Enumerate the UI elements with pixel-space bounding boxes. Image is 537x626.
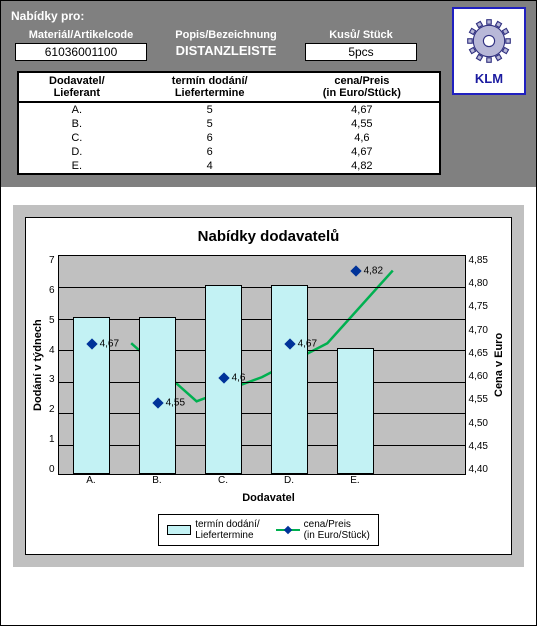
legend-bar-label: termín dodání/ Liefertermine	[195, 519, 259, 541]
legend-line: cena/Preis (in Euro/Stück)	[276, 519, 370, 541]
value-label: 4,82	[364, 265, 383, 276]
value-label: 4,67	[298, 339, 317, 350]
th-price: cena/Preis (in Euro/Stück)	[285, 73, 439, 102]
value-label: 4,55	[166, 397, 185, 408]
x-axis-label: Dodavatel	[30, 492, 507, 504]
qty-value: 5pcs	[305, 43, 417, 61]
cell-price: 4,82	[285, 159, 439, 173]
x-label: D.	[256, 475, 322, 486]
cell-supplier: C.	[19, 131, 135, 145]
table-row: E.44,82	[19, 159, 439, 173]
line-series	[59, 256, 465, 474]
legend-bar: termín dodání/ Liefertermine	[167, 519, 259, 541]
cell-supplier: A.	[19, 102, 135, 117]
table-row: B.54,55	[19, 117, 439, 131]
offers-title: Nabídky pro:	[11, 9, 526, 23]
logo-text: KLM	[475, 71, 503, 86]
bar	[271, 285, 307, 474]
suppliers-table-wrap: Dodavatel/ Lieferant termín dodání/ Lief…	[17, 71, 441, 175]
material-value: 61036001100	[15, 43, 147, 61]
cell-supplier: B.	[19, 117, 135, 131]
value-label: 4,67	[100, 339, 119, 350]
page: KLM Nabídky pro: Materiál/Artikelcode 61…	[0, 0, 537, 626]
cell-delivery: 5	[135, 117, 285, 131]
material-label: Materiál/Artikelcode	[11, 29, 151, 41]
fields-row: Materiál/Artikelcode 61036001100 Popis/B…	[11, 29, 421, 61]
table-row: A.54,67	[19, 102, 439, 117]
legend-line-label: cena/Preis (in Euro/Stück)	[304, 519, 370, 541]
x-label: B.	[124, 475, 190, 486]
th-supplier: Dodavatel/ Lieferant	[19, 73, 135, 102]
cell-price: 4,6	[285, 131, 439, 145]
x-label: E.	[322, 475, 388, 486]
line-marker	[350, 265, 361, 276]
y2-ticks: 4,854,804,754,704,654,604,554,504,454,40	[466, 255, 491, 475]
chart-title: Nabídky dodavatelů	[30, 228, 507, 245]
bar	[139, 317, 175, 474]
th-delivery: termín dodání/ Liefertermine	[135, 73, 285, 102]
cell-delivery: 5	[135, 102, 285, 117]
cell-delivery: 4	[135, 159, 285, 173]
cell-supplier: E.	[19, 159, 135, 173]
bar	[337, 348, 373, 474]
swatch-bar-icon	[167, 525, 191, 535]
cell-price: 4,67	[285, 102, 439, 117]
y2-axis-label: Cena v Euro	[491, 255, 507, 475]
chart-area: Nabídky dodavatelů Dodání v týdnech 7654…	[13, 205, 524, 567]
plot-area: 4,67 4,55 4,6 4,67 4,82	[58, 255, 466, 475]
swatch-line-icon	[276, 525, 300, 535]
y1-axis-label: Dodání v týdnech	[30, 255, 46, 475]
cell-delivery: 6	[135, 145, 285, 159]
desc-value: DISTANZLEISTE	[151, 43, 301, 58]
logo-box: KLM	[452, 7, 526, 95]
x-labels: A.B.C.D.E.	[58, 475, 388, 486]
header-panel: KLM Nabídky pro: Materiál/Artikelcode 61…	[1, 1, 536, 187]
suppliers-table: Dodavatel/ Lieferant termín dodání/ Lief…	[19, 73, 439, 173]
gear-icon	[461, 13, 517, 69]
chart-box: Nabídky dodavatelů Dodání v týdnech 7654…	[25, 217, 512, 555]
table-row: C.64,6	[19, 131, 439, 145]
x-label: C.	[190, 475, 256, 486]
cell-price: 4,67	[285, 145, 439, 159]
cell-supplier: D.	[19, 145, 135, 159]
qty-label: Kusů/ Stück	[301, 29, 421, 41]
table-row: D.64,67	[19, 145, 439, 159]
value-label: 4,6	[232, 373, 246, 384]
cell-delivery: 6	[135, 131, 285, 145]
desc-label: Popis/Bezeichnung	[151, 29, 301, 41]
chart-legend: termín dodání/ Liefertermine cena/Preis …	[158, 514, 379, 546]
cell-price: 4,55	[285, 117, 439, 131]
y1-ticks: 76543210	[46, 255, 58, 475]
x-label: A.	[58, 475, 124, 486]
